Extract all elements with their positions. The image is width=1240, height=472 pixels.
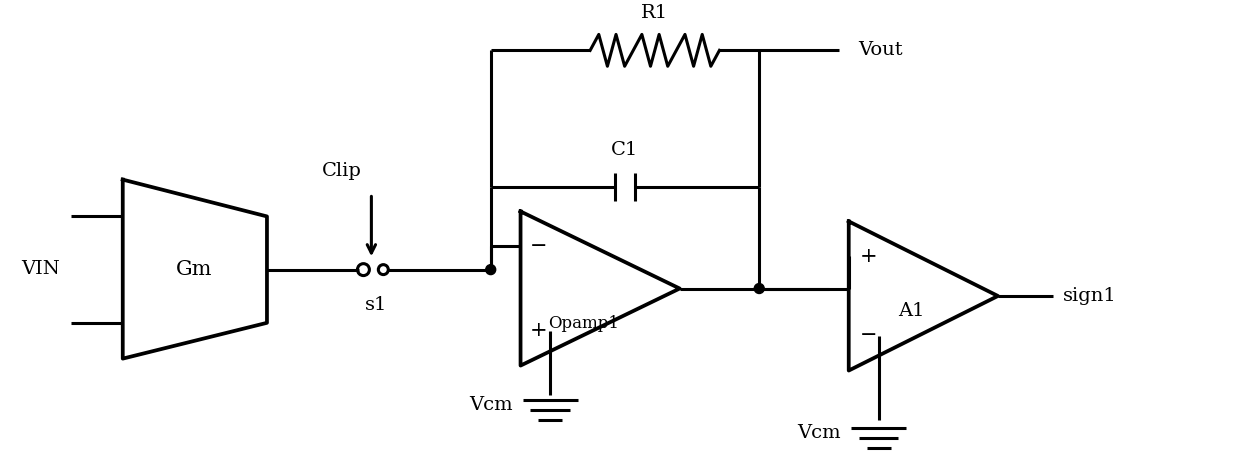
Circle shape (486, 265, 496, 275)
Text: C1: C1 (611, 141, 639, 159)
Text: −: − (859, 326, 878, 345)
Text: A1: A1 (899, 302, 925, 320)
Text: Vcm: Vcm (469, 396, 512, 414)
Text: +: + (859, 247, 878, 266)
Text: Vout: Vout (858, 42, 903, 59)
Text: Vcm: Vcm (797, 424, 841, 442)
Text: s1: s1 (365, 296, 388, 314)
Text: Opamp1: Opamp1 (548, 315, 620, 332)
Text: −: − (529, 237, 547, 256)
Text: +: + (529, 321, 547, 340)
Text: Gm: Gm (176, 260, 212, 278)
Text: sign1: sign1 (1063, 287, 1116, 305)
Text: VIN: VIN (21, 260, 60, 278)
Circle shape (754, 284, 764, 294)
Text: Clip: Clip (321, 161, 362, 180)
Text: R1: R1 (641, 5, 668, 23)
